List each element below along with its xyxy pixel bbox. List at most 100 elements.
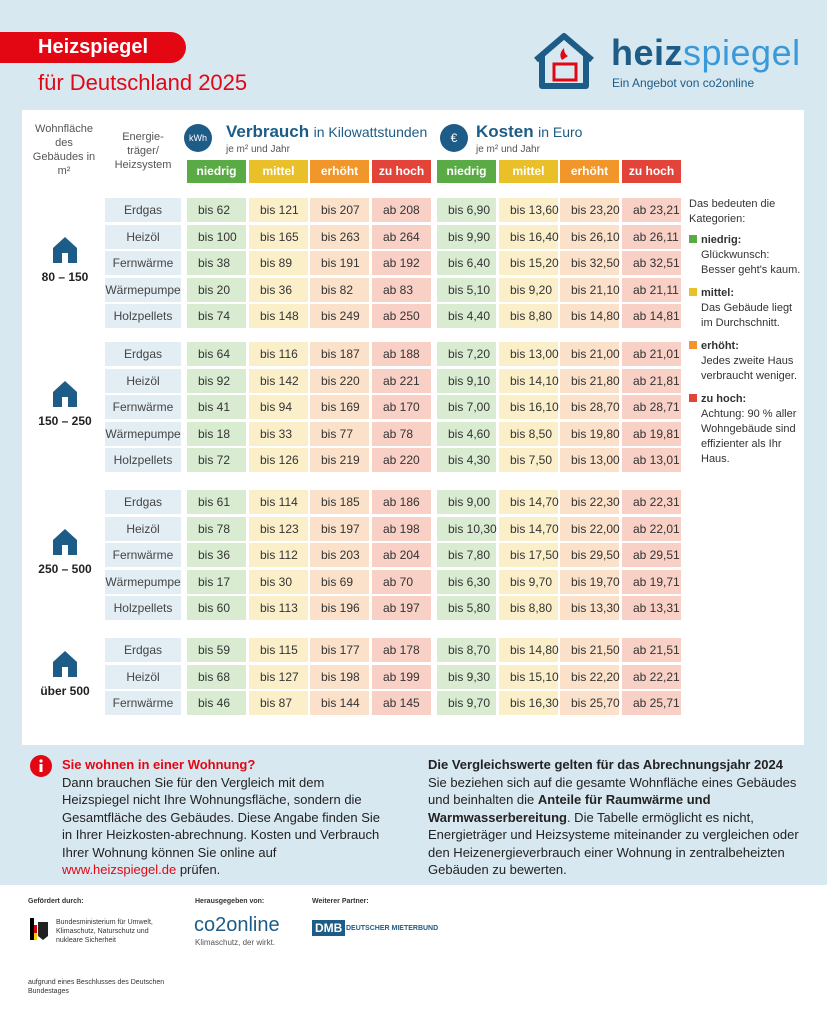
value-cell: bis 9,00	[437, 490, 496, 514]
value-cell: ab 13,31	[622, 596, 681, 620]
value-cell: bis 17	[187, 569, 246, 594]
value-cell: bis 64	[187, 342, 246, 366]
value-cell: bis 6,30	[437, 569, 496, 594]
legend: Das bedeuten die Kategorien: niedrig: Glü…	[689, 197, 801, 475]
value-cell: bis 29,50	[560, 543, 620, 567]
value-cell: bis 5,10	[437, 277, 496, 302]
value-cell: bis 30	[249, 569, 308, 594]
value-cell: bis 20	[187, 277, 246, 302]
value-cell: bis 9,90	[437, 224, 496, 249]
value-cell: bis 36	[187, 543, 246, 567]
value-cell: ab 25,71	[622, 691, 681, 715]
value-cell: bis 14,10	[499, 368, 559, 393]
value-cell: bis 121	[249, 198, 308, 222]
value-cell: bis 15,10	[499, 664, 559, 689]
value-cell: ab 170	[372, 395, 431, 419]
legend-swatch	[689, 394, 697, 402]
value-cell: bis 8,80	[499, 304, 558, 328]
logo-icon	[534, 33, 594, 89]
value-cell: bis 22,20	[560, 664, 620, 689]
value-cell: ab 21,11	[622, 277, 681, 302]
title-badge	[0, 32, 186, 63]
size-label: 80 – 150	[41, 270, 89, 285]
carrier: Holzpellets	[105, 304, 181, 328]
note-right: Die Vergleichswerte gelten für das Abrec…	[428, 756, 800, 879]
legend-swatch	[689, 235, 697, 243]
legend-swatch	[689, 341, 697, 349]
carrier: Fernwärme	[105, 543, 181, 567]
value-cell: bis 203	[310, 543, 369, 567]
legend-term-text: zu hoch:	[701, 393, 747, 405]
co2-sub: Klimaschutz, der wirkt.	[195, 938, 276, 947]
legend-term-text: erhöht:	[701, 340, 739, 352]
carrier: Wärmepumpe	[105, 277, 181, 302]
value-cell: ab 221	[372, 368, 431, 393]
value-cell: bis 220	[310, 368, 369, 393]
value-cell: bis 142	[249, 368, 308, 393]
value-cell: bis 263	[310, 224, 369, 249]
value-cell: bis 59	[187, 638, 246, 662]
value-cell: ab 186	[372, 490, 431, 514]
category-chip: zu hoch	[372, 160, 431, 183]
note-right-tail: . Die Tabelle ermöglicht es nicht, Energ…	[428, 809, 799, 878]
legend-term: zu hoch:	[689, 392, 801, 407]
carrier: Holzpellets	[105, 448, 181, 472]
value-cell: bis 207	[310, 198, 369, 222]
value-cell: bis 19,80	[560, 421, 620, 446]
costs-title: Kosten	[476, 122, 534, 141]
value-cell: ab 204	[372, 543, 431, 567]
category-chip: mittel	[249, 160, 308, 183]
value-cell: ab 83	[372, 277, 431, 302]
value-cell: ab 19,71	[622, 569, 681, 594]
value-cell: bis 4,30	[437, 448, 496, 472]
value-cell: bis 14,70	[499, 490, 559, 514]
footer	[0, 885, 827, 1024]
value-cell: bis 191	[310, 251, 369, 275]
value-cell: bis 7,00	[437, 395, 496, 419]
value-cell: bis 9,10	[437, 368, 496, 393]
costs-per: je m² und Jahr	[476, 144, 540, 155]
carrier: Heizöl	[105, 224, 181, 249]
value-cell: bis 13,00	[499, 342, 559, 366]
value-cell: bis 61	[187, 490, 246, 514]
carrier: Fernwärme	[105, 251, 181, 275]
value-cell: bis 114	[249, 490, 308, 514]
value-cell: bis 72	[187, 448, 246, 472]
carrier: Erdgas	[105, 490, 181, 514]
value-cell: bis 5,80	[437, 596, 496, 620]
value-cell: ab 32,51	[622, 251, 681, 275]
value-cell: bis 15,20	[499, 251, 559, 275]
note-link[interactable]: www.heizspiegel.de	[62, 862, 177, 877]
value-cell: bis 17,50	[499, 543, 559, 567]
size-head: Wohnfläche des Gebäudes in m²	[32, 123, 96, 177]
co2-logo: co2online	[194, 914, 280, 936]
value-cell: bis 94	[249, 395, 308, 419]
consumption-unit: in Kilowattstunden	[313, 124, 428, 140]
legend-term-text: mittel:	[701, 287, 734, 299]
logo-a: heiz	[611, 32, 684, 73]
dmb-sub: DEUTSCHER MIETERBUND	[346, 925, 439, 932]
value-cell: bis 28,70	[560, 395, 620, 419]
value-cell: bis 82	[310, 277, 369, 302]
logo-sub: Ein Angebot von co2online	[612, 76, 755, 90]
carrier-head: Energie-träger/ Heizsystem	[114, 131, 172, 171]
ministry: Bundesministerium für Umwelt, Klimaschut…	[56, 919, 153, 944]
legend-text: Achtung: 90 % aller Wohngebäude sind eff…	[701, 408, 797, 465]
value-cell: ab 22,31	[622, 490, 681, 514]
legend-term: mittel:	[689, 286, 801, 301]
value-cell: bis 116	[249, 342, 308, 366]
value-cell: bis 14,70	[499, 516, 559, 541]
kwh-icon: kWh	[184, 124, 212, 152]
dmb-logo: DMB	[312, 920, 346, 936]
value-cell: bis 7,20	[437, 342, 496, 366]
value-cell: ab 28,71	[622, 395, 681, 419]
category-chip: erhöht	[560, 160, 619, 183]
value-cell: bis 13,60	[499, 198, 559, 222]
note-right-bold: Anteile für Raumwärme und Warmwasserbere…	[428, 792, 711, 825]
value-cell: ab 178	[372, 638, 431, 662]
note-left-text: Dann brauchen Sie für den Vergleich mit …	[62, 774, 380, 860]
note-right-text: Sie beziehen sich auf die gesamte Wohnfl…	[428, 774, 797, 808]
value-cell: bis 23,20	[560, 198, 620, 222]
legend-item: erhöht: Jedes zweite Haus verbraucht weni…	[689, 339, 801, 384]
